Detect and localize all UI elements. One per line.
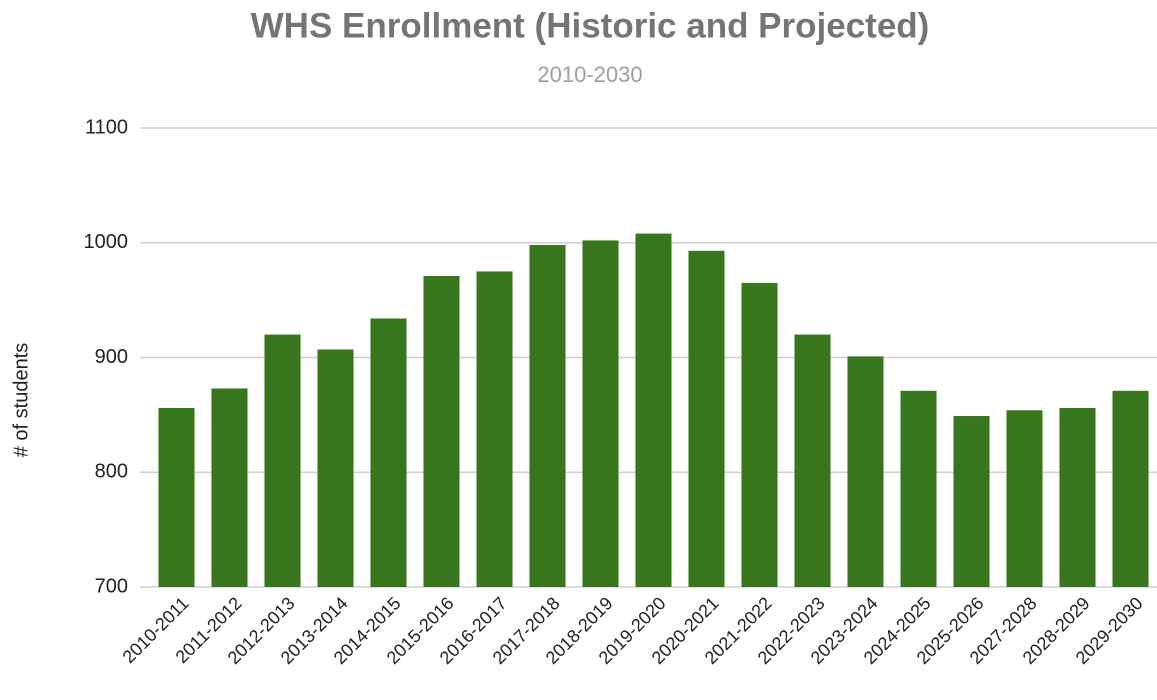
y-tick-label: 700 xyxy=(95,575,128,597)
bar xyxy=(264,334,301,587)
bar xyxy=(794,334,831,587)
bar xyxy=(1112,390,1149,587)
y-axis-label: # of students xyxy=(10,343,32,458)
bar xyxy=(158,407,195,587)
bar xyxy=(317,349,354,587)
chart-title: WHS Enrollment (Historic and Projected) xyxy=(251,6,930,45)
bar xyxy=(370,318,407,587)
bar xyxy=(847,356,884,587)
bar xyxy=(741,282,778,587)
bar xyxy=(211,388,248,587)
y-tick-label: 1000 xyxy=(84,231,129,253)
y-tick-label: 800 xyxy=(95,461,128,483)
bar xyxy=(582,240,619,587)
bar xyxy=(953,416,990,587)
bar xyxy=(476,271,513,587)
bar xyxy=(635,233,672,587)
y-tick-label: 1100 xyxy=(85,116,128,138)
bar xyxy=(423,276,460,587)
bar xyxy=(1006,410,1043,587)
chart-subtitle: 2010-2030 xyxy=(537,62,642,87)
bar xyxy=(900,390,937,587)
bar xyxy=(529,245,566,588)
y-tick-label: 900 xyxy=(95,346,128,368)
bar xyxy=(688,250,725,587)
bar xyxy=(1059,407,1096,587)
